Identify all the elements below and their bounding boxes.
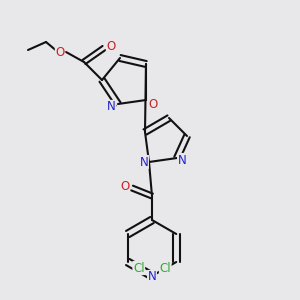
Text: N: N — [148, 271, 156, 284]
Text: O: O — [106, 40, 116, 53]
Text: Cl: Cl — [159, 262, 171, 275]
Text: O: O — [148, 98, 158, 110]
Text: O: O — [120, 181, 130, 194]
Text: Cl: Cl — [133, 262, 145, 275]
Text: O: O — [56, 46, 64, 59]
Text: N: N — [140, 155, 148, 169]
Text: N: N — [178, 154, 186, 166]
Text: N: N — [106, 100, 116, 113]
